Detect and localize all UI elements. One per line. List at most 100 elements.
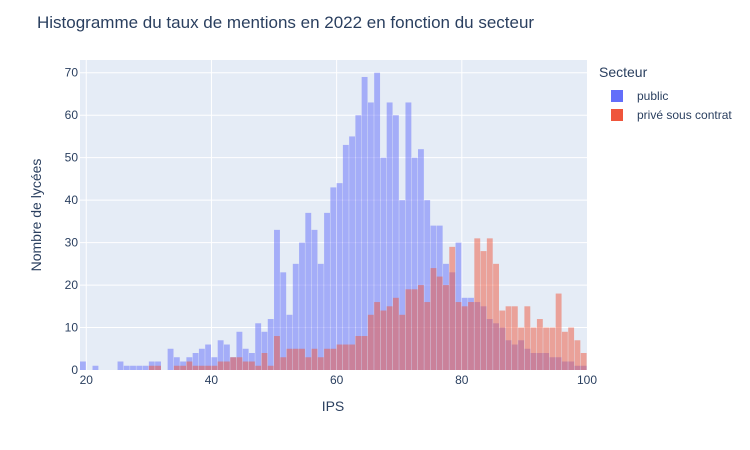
legend-title: Secteur bbox=[599, 64, 648, 80]
legend-label-public: public bbox=[637, 88, 669, 103]
x-tick-label: 60 bbox=[330, 373, 344, 387]
legend-item-prive-sous-contrat[interactable]: privé sous contrat bbox=[611, 105, 732, 124]
bar-public bbox=[418, 149, 424, 370]
bar-prive-sous-contrat bbox=[286, 348, 293, 370]
bar-prive-sous-contrat bbox=[430, 268, 437, 370]
bar-prive-sous-contrat bbox=[386, 306, 393, 370]
bar-public bbox=[405, 102, 412, 370]
y-tick-label: 0 bbox=[71, 363, 78, 377]
bar-prive-sous-contrat bbox=[205, 365, 212, 370]
bar-public bbox=[374, 72, 381, 371]
bar-public bbox=[392, 115, 399, 371]
bar-prive-sous-contrat bbox=[536, 319, 543, 370]
y-tick-label: 50 bbox=[65, 151, 79, 165]
bar-prive-sous-contrat bbox=[474, 238, 481, 370]
bar-prive-sous-contrat bbox=[155, 365, 161, 370]
legend-swatch-public bbox=[611, 89, 623, 102]
bar-prive-sous-contrat bbox=[399, 314, 406, 370]
bar-prive-sous-contrat bbox=[242, 361, 249, 370]
bar-prive-sous-contrat bbox=[230, 357, 237, 370]
bar-prive-sous-contrat bbox=[280, 357, 287, 370]
bar-prive-sous-contrat bbox=[336, 344, 343, 370]
x-tick-label: 100 bbox=[577, 373, 597, 387]
bar-public bbox=[242, 348, 249, 370]
bar-public bbox=[130, 365, 136, 370]
bar-prive-sous-contrat bbox=[380, 310, 387, 370]
bar-public bbox=[380, 157, 387, 370]
bar-public bbox=[305, 212, 312, 370]
bar-public bbox=[355, 115, 362, 371]
chart-title: Histogramme du taux de mentions en 2022 … bbox=[37, 13, 535, 32]
legend-swatch-prive-sous-contrat bbox=[611, 108, 623, 121]
bar-prive-sous-contrat bbox=[374, 302, 381, 370]
bar-prive-sous-contrat bbox=[361, 336, 368, 370]
bar-prive-sous-contrat bbox=[411, 289, 418, 370]
bar-prive-sous-contrat bbox=[305, 357, 312, 370]
bar-public bbox=[205, 344, 212, 370]
bar-prive-sous-contrat bbox=[217, 361, 224, 370]
bar-prive-sous-contrat bbox=[267, 365, 274, 370]
bar-prive-sous-contrat bbox=[486, 238, 493, 370]
bar-public bbox=[274, 229, 280, 370]
bar-public bbox=[92, 365, 99, 370]
bar-prive-sous-contrat bbox=[330, 348, 337, 370]
bar-prive-sous-contrat bbox=[192, 365, 199, 370]
bar-prive-sous-contrat bbox=[249, 361, 255, 370]
bar-prive-sous-contrat bbox=[561, 331, 568, 370]
bar-prive-sous-contrat bbox=[173, 365, 180, 370]
bar-prive-sous-contrat bbox=[449, 246, 456, 370]
bar-prive-sous-contrat bbox=[198, 365, 205, 370]
bar-prive-sous-contrat bbox=[518, 327, 525, 370]
y-tick-label: 40 bbox=[65, 193, 79, 207]
bar-public bbox=[280, 272, 287, 370]
bar-prive-sous-contrat bbox=[261, 353, 268, 370]
bar-public bbox=[386, 102, 393, 370]
bar-prive-sous-contrat bbox=[568, 327, 575, 370]
bar-prive-sous-contrat bbox=[443, 285, 449, 370]
bar-prive-sous-contrat bbox=[461, 306, 468, 370]
bar-public bbox=[198, 348, 205, 370]
bar-prive-sous-contrat bbox=[211, 365, 218, 370]
bar-public bbox=[117, 361, 124, 370]
bar-public bbox=[361, 76, 368, 370]
bar-prive-sous-contrat bbox=[367, 314, 374, 370]
y-tick-label: 70 bbox=[65, 66, 79, 80]
bar-public bbox=[399, 200, 406, 370]
bar-prive-sous-contrat bbox=[468, 302, 474, 370]
y-tick-label: 10 bbox=[65, 321, 79, 335]
bar-public bbox=[336, 183, 343, 370]
bar-prive-sous-contrat bbox=[436, 276, 443, 370]
x-axis-ticks: 20 40 60 80 100 bbox=[80, 373, 598, 387]
bar-public bbox=[142, 365, 149, 370]
legend-item-public[interactable]: public bbox=[611, 86, 732, 105]
y-tick-label: 60 bbox=[65, 108, 79, 122]
legend: Secteur public privé sous contrat bbox=[599, 64, 732, 124]
bar-public bbox=[342, 144, 349, 370]
bar-prive-sous-contrat bbox=[148, 365, 155, 370]
bar-prive-sous-contrat bbox=[405, 289, 412, 370]
bar-prive-sous-contrat bbox=[186, 361, 193, 370]
bar-prive-sous-contrat bbox=[236, 357, 243, 370]
bar-prive-sous-contrat bbox=[574, 340, 581, 370]
bar-prive-sous-contrat bbox=[505, 306, 512, 370]
bar-prive-sous-contrat bbox=[543, 327, 550, 370]
y-tick-label: 20 bbox=[65, 278, 79, 292]
bar-prive-sous-contrat bbox=[299, 348, 305, 370]
bar-prive-sous-contrat bbox=[418, 285, 424, 370]
y-tick-label: 30 bbox=[65, 236, 79, 250]
bar-public bbox=[211, 357, 218, 370]
bar-public bbox=[123, 365, 130, 370]
bar-public bbox=[324, 212, 330, 370]
bar-prive-sous-contrat bbox=[493, 263, 499, 370]
bar-public bbox=[349, 136, 356, 370]
bar-prive-sous-contrat bbox=[355, 336, 362, 370]
bar-prive-sous-contrat bbox=[180, 365, 187, 370]
x-axis-label: IPS bbox=[322, 398, 345, 414]
bar-prive-sous-contrat bbox=[317, 357, 324, 370]
bar-public bbox=[217, 340, 224, 370]
bar-prive-sous-contrat bbox=[549, 327, 556, 370]
bar-prive-sous-contrat bbox=[524, 306, 531, 370]
x-tick-label: 20 bbox=[80, 373, 94, 387]
bar-public bbox=[311, 229, 318, 370]
bar-public bbox=[173, 357, 180, 370]
